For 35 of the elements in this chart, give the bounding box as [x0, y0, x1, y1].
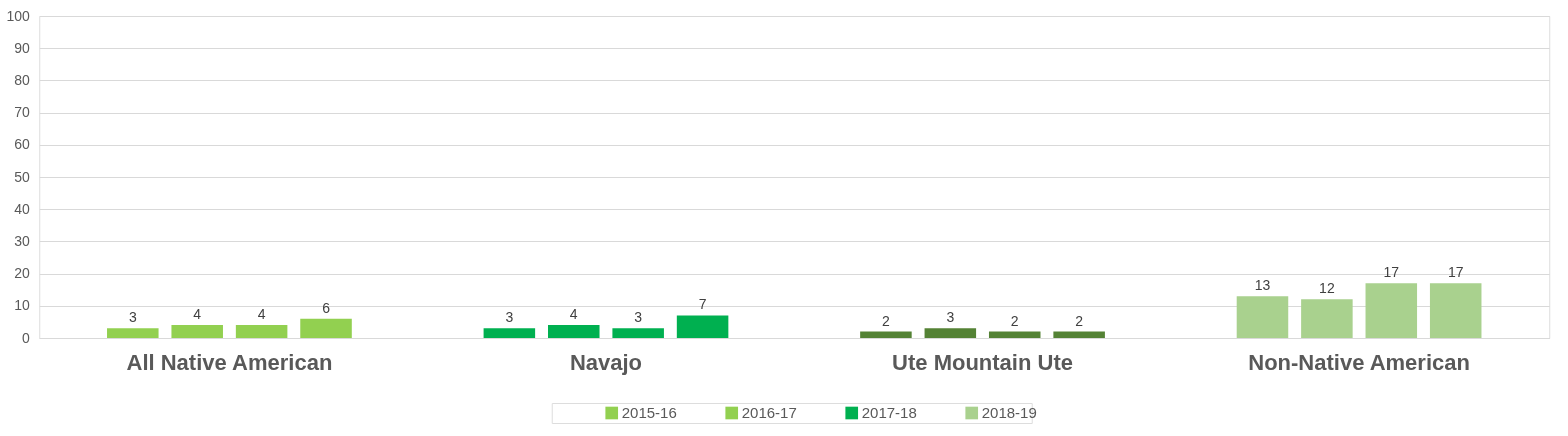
legend-label: 2015-16 — [621, 404, 677, 421]
data-label: 4 — [193, 306, 202, 323]
data-label: 3 — [946, 309, 955, 326]
data-label: 17 — [1447, 264, 1464, 281]
y-tick-label: 50 — [14, 168, 30, 185]
x-tick-label: Non-Native American — [1248, 349, 1470, 375]
y-tick-label: 10 — [14, 297, 30, 314]
y-tick-label: 90 — [14, 39, 30, 56]
legend-label: 2017-18 — [861, 404, 917, 421]
y-tick-label: 40 — [14, 200, 30, 217]
data-label: 2 — [1075, 312, 1084, 329]
data-label: 3 — [505, 309, 514, 326]
data-label: 13 — [1254, 277, 1271, 294]
data-label: 2 — [882, 312, 891, 329]
y-tick-label: 20 — [14, 265, 30, 282]
data-label: 4 — [257, 306, 266, 323]
data-label: 17 — [1383, 264, 1400, 281]
legend-label: 2016-17 — [741, 404, 797, 421]
data-label: 6 — [322, 299, 331, 316]
x-tick-label: Ute Mountain Ute — [892, 349, 1073, 375]
y-tick-label: 0 — [21, 329, 30, 346]
data-label: 12 — [1319, 280, 1335, 297]
x-tick-label: Navajo — [569, 349, 643, 375]
y-tick-label: 30 — [14, 232, 30, 249]
y-tick-label: 80 — [14, 71, 30, 88]
data-label: 3 — [128, 309, 137, 326]
y-tick-label: 100 — [6, 7, 30, 24]
data-label: 2 — [1010, 312, 1019, 329]
legend-label: 2018-19 — [981, 404, 1037, 421]
data-label: 7 — [698, 296, 707, 313]
x-tick-label: All Native American — [126, 349, 333, 375]
y-tick-label: 60 — [14, 136, 30, 153]
y-tick-label: 70 — [14, 104, 30, 121]
data-label: 4 — [569, 306, 578, 323]
data-label: 3 — [634, 309, 643, 326]
